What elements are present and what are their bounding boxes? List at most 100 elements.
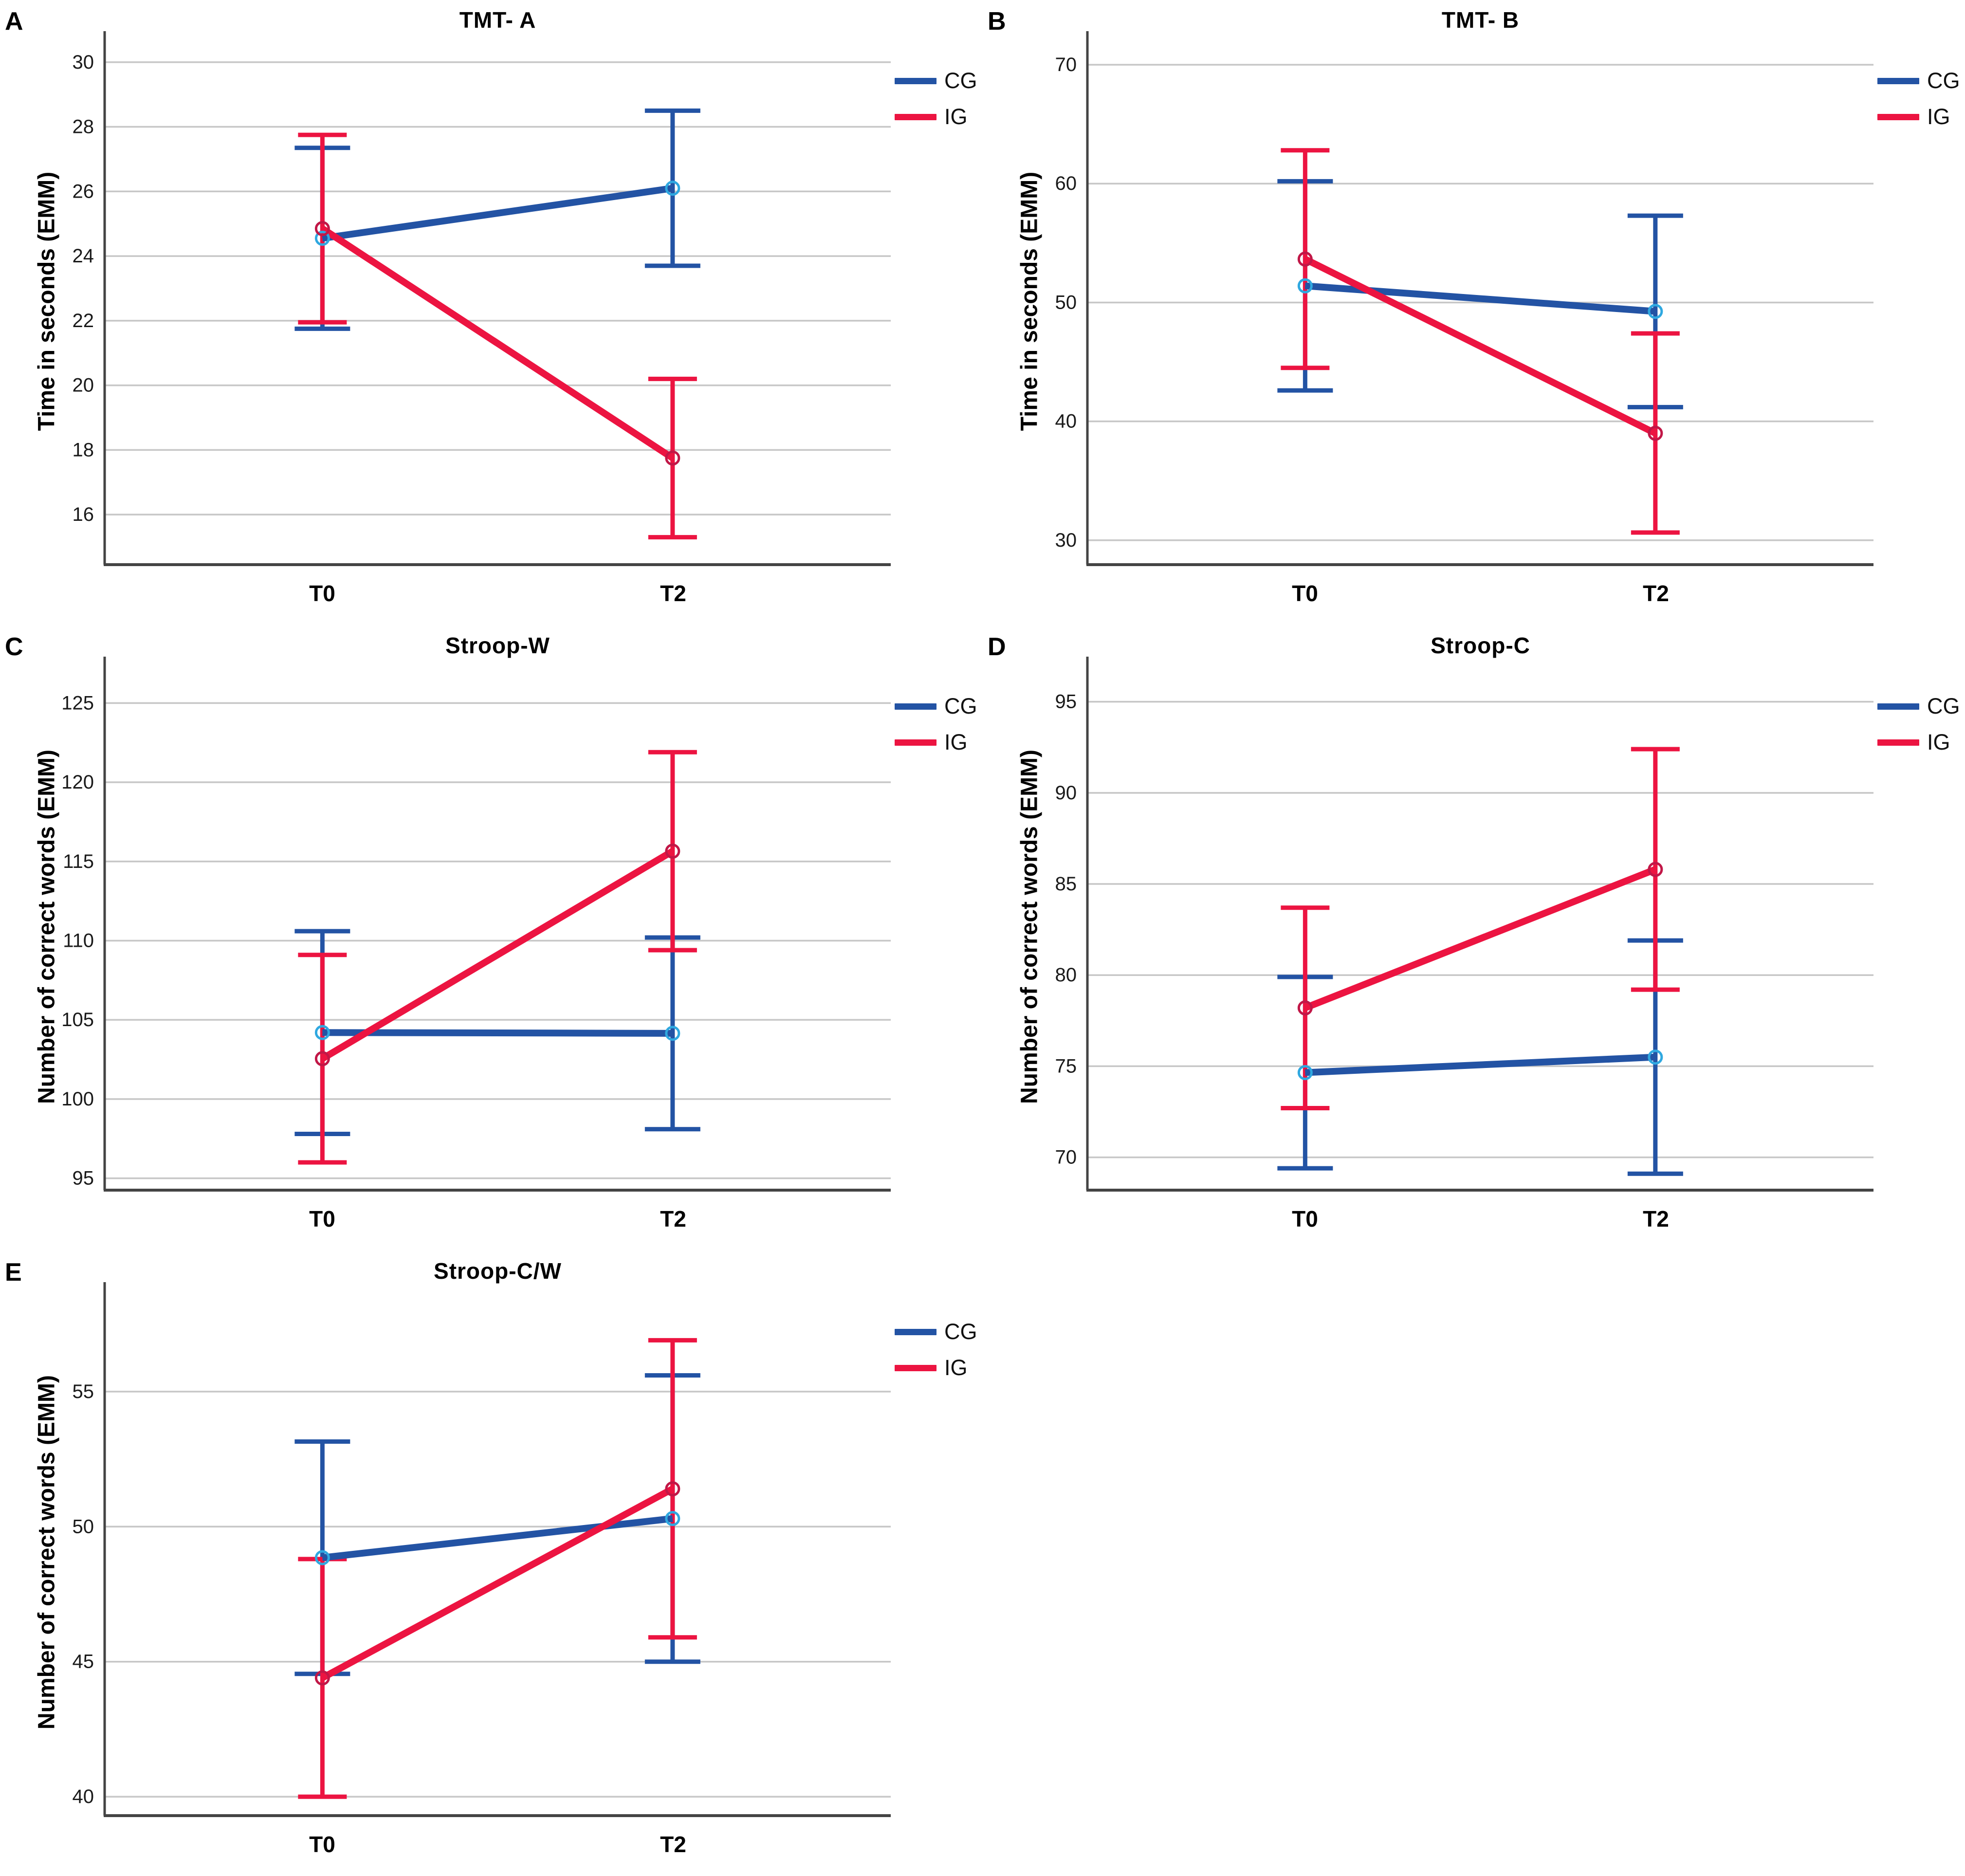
panel-title: Stroop-W [445,633,550,658]
ig-line-swatch [1877,113,1919,120]
series-line-cg [1304,282,1656,315]
panel-letter: E [5,1258,22,1287]
panel-title: Stroop-C [1431,633,1530,658]
cg-line-swatch [1877,77,1919,84]
legend-label-cg: CG [1927,68,1960,93]
y-tick-label: 85 [1055,873,1077,895]
series-line-cg [1305,1053,1656,1076]
x-tick-t0: T0 [1292,1206,1318,1232]
y-tick-label: 80 [1055,964,1077,986]
ig-line-swatch [895,739,937,746]
y-tick-label: 30 [1055,530,1077,551]
panel-b-chart: 30 40 50 60 70 [1055,31,1873,566]
y-tick-label: 95 [1055,691,1077,713]
legend-item-ig: IG [895,1355,977,1380]
marker-cg-t2 [665,1511,680,1527]
y-tick-label: 16 [73,504,94,525]
marker-cg-t0 [1297,1065,1313,1081]
legend-item-ig: IG [895,104,977,129]
legend-item-ig: IG [1877,104,1960,129]
series-line-ig [320,848,675,1062]
ig-line-swatch [1877,739,1919,746]
legend-item-ig: IG [895,730,977,755]
series-line-cg [322,184,673,242]
panel-a: 16 18 20 22 24 26 28 30 A TMT- A Time in second… [0,0,982,625]
panel-c: 95 100 105 110 115 120 125 C Stroop-W Number o… [0,625,982,1251]
legend-label-ig: IG [944,104,968,129]
y-tick-label: 115 [63,851,94,872]
x-tick-t2: T2 [1643,581,1669,606]
marker-ig-t0 [1297,251,1313,267]
cg-line-swatch [1877,703,1919,710]
y-tick-label: 50 [73,1516,94,1537]
y-tick-label: 26 [73,181,94,202]
x-tick-t0: T0 [1292,581,1318,606]
marker-ig-t0 [314,1670,330,1686]
x-tick-t0: T0 [309,1832,335,1857]
y-tick-label: 60 [1055,173,1077,194]
x-tick-t2: T2 [1643,1206,1669,1232]
y-tick-label: 125 [61,692,94,714]
cg-line-swatch [895,703,937,710]
marker-ig-t0 [1297,1000,1313,1016]
legend-label-ig: IG [944,730,968,754]
panel-title: Stroop-C/W [434,1258,562,1284]
panel-title: TMT- A [459,7,536,33]
y-tick-label: 28 [73,116,94,138]
legend-item-cg: CG [895,1319,977,1344]
panel-letter: C [5,633,23,661]
marker-cg-t2 [665,181,680,196]
panel-a-chart: 16 18 20 22 24 26 28 30 [73,31,891,566]
marker-cg-t2 [1648,1049,1663,1065]
y-tick-label: 95 [73,1168,94,1189]
legend: CG IG [1877,694,1960,755]
marker-cg-t0 [1297,278,1313,294]
ig-line-swatch [895,1364,937,1371]
y-tick-label: 22 [73,310,94,331]
legend-label-cg: CG [944,694,977,718]
series-line-ig [320,225,675,461]
marker-ig-t2 [1648,425,1663,441]
panel-c-chart: 95 100 105 110 115 120 125 [61,657,891,1192]
legend-label-ig: IG [944,1355,968,1380]
series-line-cg [322,1029,673,1037]
panel-b: 30 40 50 60 70 B TMT- B Time in seconds (EMM… [983,0,1965,625]
panel-letter: A [5,7,23,36]
legend-label-ig: IG [1927,104,1950,129]
y-tick-label: 55 [73,1381,94,1402]
legend-item-cg: CG [895,68,977,93]
y-tick-label: 18 [73,439,94,460]
panel-title: TMT- B [1441,7,1520,33]
y-tick-label: 105 [61,1009,94,1030]
y-axis-label: Time in seconds (EMM) [1016,171,1043,431]
y-axis-label: Number of correct words (EMM) [34,749,60,1104]
y-tick-label: 20 [73,375,94,396]
legend: CG IG [895,1319,977,1380]
legend-label-ig: IG [1927,730,1950,754]
y-axis-label: Number of correct words (EMM) [1016,749,1043,1104]
y-tick-label: 45 [73,1651,94,1673]
y-tick-label: 70 [1055,1147,1077,1168]
y-tick-label: 120 [61,772,94,793]
y-tick-label: 70 [1055,54,1077,75]
legend-item-ig: IG [1877,730,1960,755]
legend-item-cg: CG [895,694,977,719]
y-tick-label: 90 [1055,782,1077,804]
legend-label-cg: CG [944,1319,977,1344]
series-line-ig [1304,256,1657,437]
panel-d: 70 75 80 85 90 95 D Stroop-C Number of correc… [983,625,1965,1251]
legend-label-cg: CG [944,68,977,93]
legend-label-cg: CG [1927,694,1960,718]
legend: CG IG [895,68,977,129]
cg-line-swatch [895,1328,937,1335]
y-tick-label: 100 [61,1088,94,1110]
marker-ig-t2 [665,844,680,859]
y-tick-label: 40 [1055,411,1077,432]
marker-cg-t0 [314,231,330,246]
marker-ig-t2 [665,1481,680,1497]
marker-ig-t0 [314,1051,330,1067]
marker-cg-t2 [1648,304,1663,319]
panel-e-chart: 40 45 50 55 [73,1282,891,1817]
ig-line-swatch [895,113,937,120]
